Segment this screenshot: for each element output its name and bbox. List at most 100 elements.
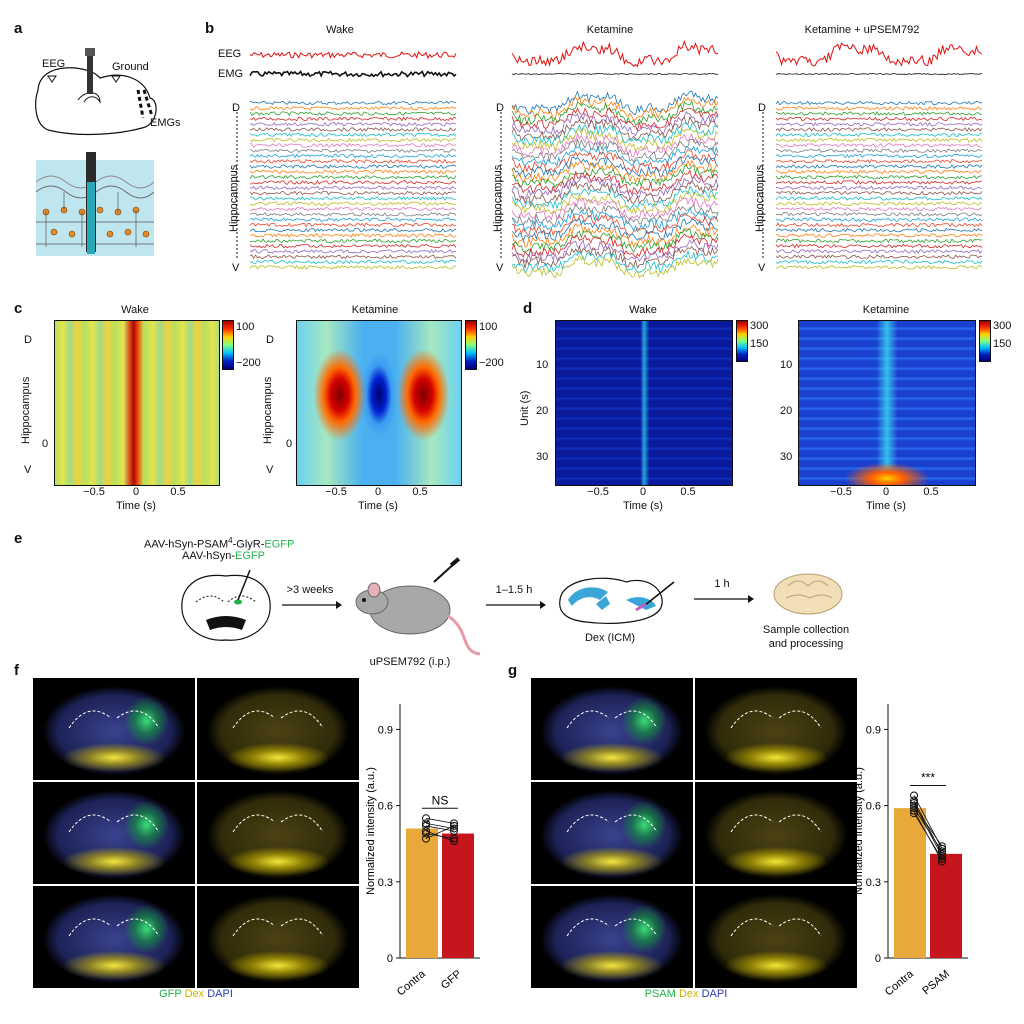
paired-line xyxy=(425,825,455,832)
trace-line xyxy=(249,222,457,228)
trace-line xyxy=(775,196,983,201)
arrow-3 xyxy=(694,595,754,603)
c-xtick: 0.5 xyxy=(412,486,428,498)
trace-line xyxy=(511,206,719,233)
cbar-d-max: 300 xyxy=(993,320,1012,332)
c-xtick: −0.5 xyxy=(83,486,105,498)
dorsal-label: D xyxy=(496,102,504,114)
data-point xyxy=(910,806,918,815)
trace-line xyxy=(511,115,719,142)
trace-line xyxy=(511,127,719,153)
trace-line xyxy=(775,137,983,143)
sample-label-2: and processing xyxy=(768,638,844,650)
trace-line xyxy=(775,121,983,127)
data-point xyxy=(450,819,458,828)
data-point xyxy=(910,799,918,808)
sample-label-1: Sample collection xyxy=(762,624,850,636)
d-ytick: 30 xyxy=(780,451,793,463)
heatmap-d-ketamine-title: Ketamine xyxy=(862,304,910,316)
trace-line xyxy=(511,217,719,243)
y-tick-label: 0.3 xyxy=(866,877,881,889)
data-point xyxy=(910,804,918,813)
trace-line xyxy=(775,174,983,180)
c-xtick: −0.5 xyxy=(325,486,347,498)
cond-ketamine-upsem: Ketamine + uPSEM792 xyxy=(804,24,920,36)
d-ytick: 10 xyxy=(780,359,793,371)
ventral-label: V xyxy=(496,262,504,274)
d-xtick: 0 xyxy=(882,486,890,498)
trace-line xyxy=(775,143,983,148)
colorbar-d-ketamine xyxy=(979,320,991,362)
d-xtick: −0.5 xyxy=(587,486,609,498)
c-hippocampus-label: Hippocampus xyxy=(20,376,32,444)
trace-line xyxy=(775,201,983,206)
sagittal-brain-icm-injection xyxy=(559,577,675,624)
trace-line xyxy=(775,238,983,244)
trace-line xyxy=(249,111,457,117)
dex-channel-image xyxy=(197,886,359,988)
step-1-label: >3 weeks xyxy=(286,584,334,596)
data-point xyxy=(422,821,430,830)
trace-line xyxy=(511,90,719,116)
trace-line xyxy=(511,213,719,237)
hippocampus-axis-label: Hippocampus xyxy=(754,164,766,232)
dex-channel-image xyxy=(695,782,857,884)
dex-channel-image xyxy=(197,782,359,884)
trace-line xyxy=(250,148,457,154)
y-tick-label: 0.3 xyxy=(378,877,393,889)
dex-channel-image xyxy=(695,886,857,988)
trace-line xyxy=(775,243,983,249)
trace-line xyxy=(775,132,983,138)
dex-channel-image xyxy=(197,678,359,780)
merged-fluorescence-image xyxy=(531,886,693,988)
trace-line xyxy=(775,158,983,164)
trace-line xyxy=(775,233,983,238)
trace-line xyxy=(249,105,457,111)
trace-line xyxy=(775,190,983,196)
trace-line xyxy=(249,169,457,175)
trace-line xyxy=(511,148,719,174)
coronal-section-injection xyxy=(181,569,271,641)
y-tick-label: 0.9 xyxy=(866,724,881,736)
data-point xyxy=(910,791,918,800)
trace-line xyxy=(775,254,983,259)
trace-line xyxy=(775,164,983,169)
trace-line xyxy=(775,153,983,159)
dex-channel-image xyxy=(695,678,857,780)
category-label: PSAM xyxy=(920,968,952,997)
trace-line xyxy=(249,206,457,212)
csd-heatmap-ketamine xyxy=(296,320,462,486)
cbar-c-min: −200 xyxy=(479,357,504,369)
bar-chart-f: 0 0.3 0.6 0.9 Normalized intensity (a.u.) Con… xyxy=(365,704,480,998)
unit-heatmap-wake xyxy=(555,320,733,486)
trace-line xyxy=(511,73,718,75)
c-xlabel: Time (s) xyxy=(116,500,156,512)
category-label: GFP xyxy=(439,968,464,992)
d-ytick: 20 xyxy=(536,405,549,417)
panel-label-c: c xyxy=(14,300,23,317)
trace-line xyxy=(775,73,983,75)
trace-line xyxy=(511,169,719,196)
bar-contra xyxy=(406,828,438,958)
eeg-label: EEG xyxy=(42,58,66,70)
cbar-d-max: 300 xyxy=(750,320,769,332)
trace-line xyxy=(511,196,719,221)
trace-line xyxy=(511,121,719,147)
cbar-c-min: −200 xyxy=(236,357,261,369)
dorsal-label: D xyxy=(232,102,240,114)
trace-line xyxy=(249,153,457,159)
trace-line xyxy=(249,196,457,201)
trace-line xyxy=(249,217,457,222)
d-ytick: 30 xyxy=(536,451,549,463)
y-axis-label: Normalized intensity (a.u.) xyxy=(853,767,865,895)
ventral-label: V xyxy=(232,262,240,274)
trace-line xyxy=(249,238,457,244)
paired-line xyxy=(913,805,943,847)
eeg-row-label: EEG xyxy=(218,48,242,60)
trace-line xyxy=(249,243,457,249)
paired-line xyxy=(425,830,455,842)
y-tick-label: 0 xyxy=(875,953,881,965)
trace-line xyxy=(775,217,983,222)
merged-fluorescence-image xyxy=(33,886,195,988)
trace-line xyxy=(775,206,983,212)
